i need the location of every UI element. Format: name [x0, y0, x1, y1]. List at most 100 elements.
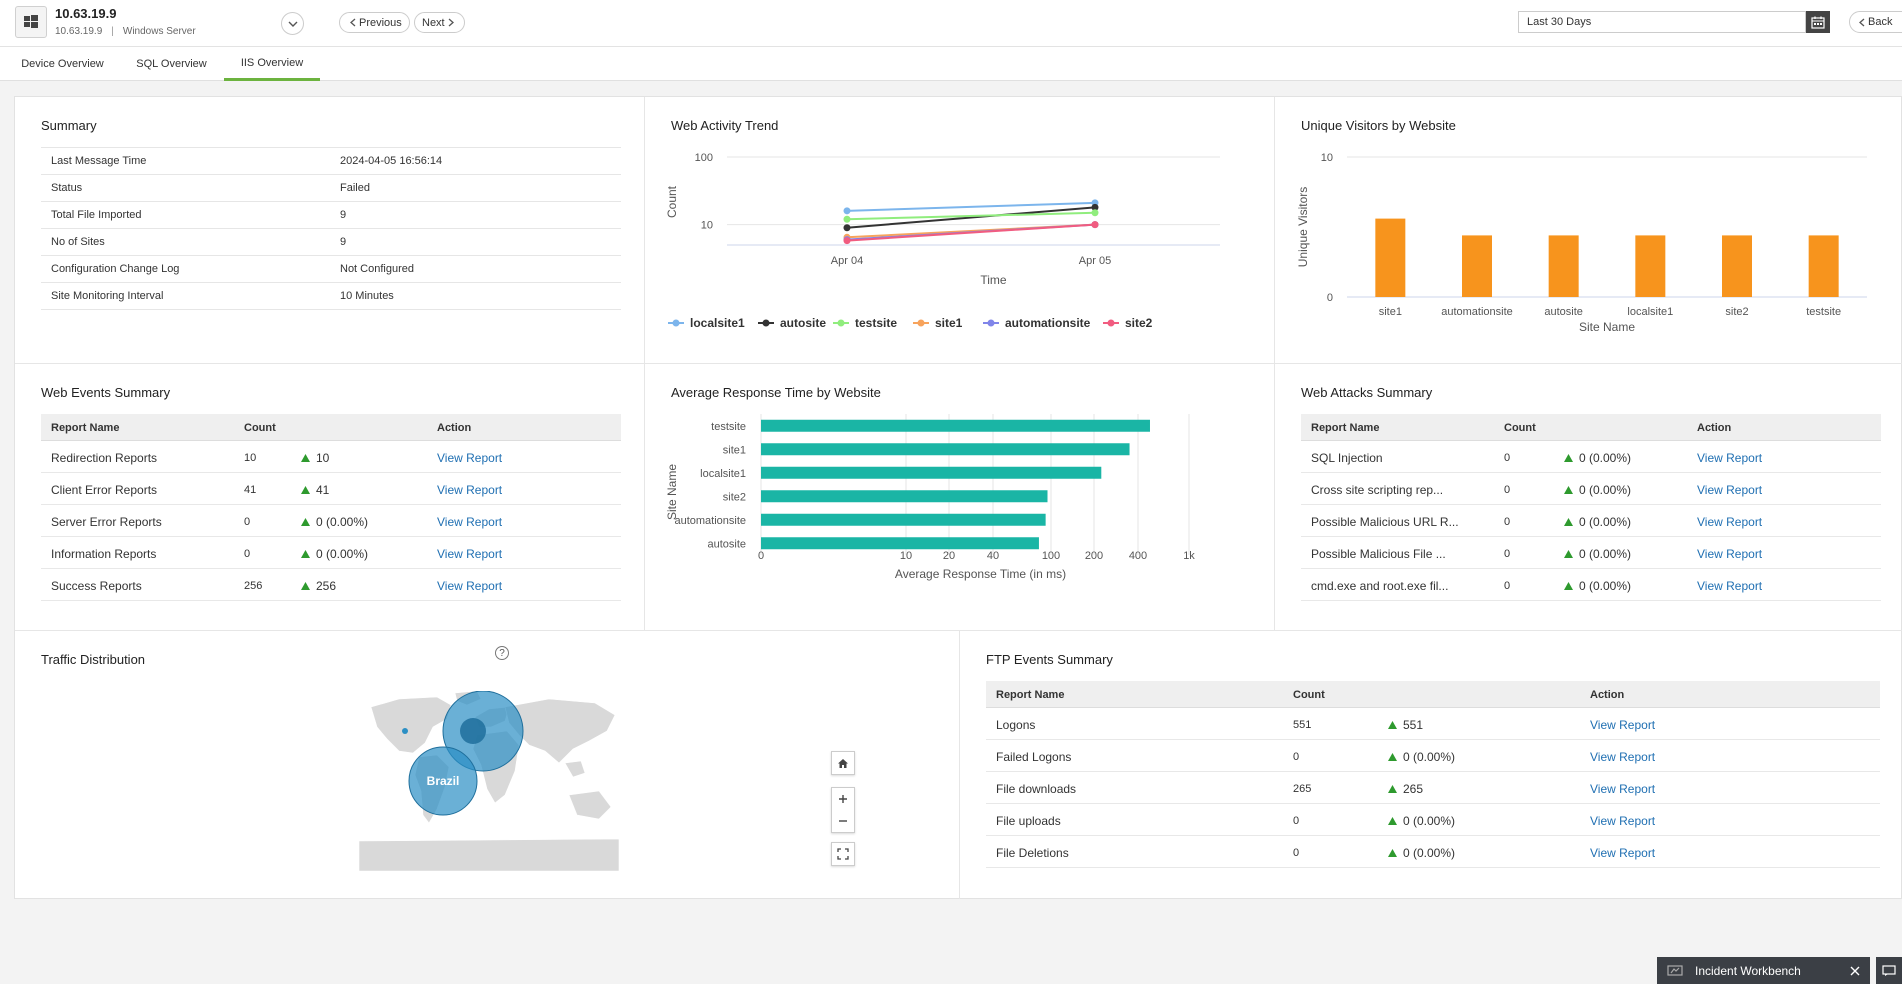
- legend-item-automationsite[interactable]: automationsite: [983, 316, 1091, 330]
- view-report-link[interactable]: View Report: [437, 579, 503, 593]
- trend-value: 0 (0.00%): [1579, 579, 1632, 593]
- bar-testsite[interactable]: [1808, 235, 1839, 297]
- data-point-autosite[interactable]: [1091, 203, 1099, 211]
- traffic-bubble-brazil[interactable]: [408, 746, 478, 816]
- legend-item-testsite[interactable]: testsite: [833, 316, 897, 330]
- report-name: Possible Malicious URL R...: [1311, 515, 1459, 529]
- trend-value: 551: [1403, 718, 1424, 732]
- avg-response-title: Average Response Time by Website: [671, 385, 881, 400]
- help-icon[interactable]: ?: [495, 646, 509, 660]
- traffic-bubble-tiny[interactable]: [402, 728, 408, 734]
- world-map[interactable]: Brazil: [359, 691, 619, 871]
- table-row: File downloads 265 265 View Report: [986, 772, 1880, 804]
- view-report-link[interactable]: View Report: [437, 451, 503, 465]
- series-line-testsite[interactable]: [846, 211, 1096, 221]
- web-activity-title: Web Activity Trend: [671, 118, 779, 133]
- view-report-link[interactable]: View Report: [1590, 814, 1656, 828]
- zoom-out-icon[interactable]: [832, 810, 854, 832]
- table-header: Report Name Count Action: [1301, 414, 1881, 441]
- zoom-in-icon[interactable]: [832, 788, 854, 810]
- data-point-site2[interactable]: [1091, 221, 1099, 229]
- map-home-control[interactable]: [831, 751, 855, 775]
- bar-site2[interactable]: [1722, 235, 1752, 297]
- tab-sql-overview[interactable]: SQL Overview: [136, 58, 207, 70]
- report-trend: 256: [301, 579, 336, 593]
- trend-value: 256: [316, 579, 337, 593]
- view-report-link[interactable]: View Report: [1590, 782, 1656, 796]
- report-name: Information Reports: [51, 547, 157, 561]
- bar-automationsite[interactable]: [1462, 235, 1492, 297]
- report-count: 10: [244, 452, 257, 464]
- report-count: 265: [1293, 783, 1312, 795]
- previous-button[interactable]: Previous: [339, 12, 410, 33]
- view-report-link[interactable]: View Report: [1590, 846, 1656, 860]
- device-os: Windows Server: [122, 26, 196, 37]
- report-count: 0: [1504, 484, 1511, 496]
- report-count: 41: [244, 484, 257, 496]
- calendar-button[interactable]: [1806, 11, 1830, 33]
- view-report-link[interactable]: View Report: [437, 515, 503, 529]
- x-tick-label: site1: [1379, 306, 1402, 318]
- legend-label: localsite1: [690, 316, 745, 330]
- y-tick-label: localsite1: [700, 468, 746, 480]
- bar-site2[interactable]: [761, 490, 1048, 503]
- summary-title: Summary: [41, 118, 97, 133]
- legend-item-site2[interactable]: site2: [1103, 316, 1153, 330]
- trend-up-icon: [301, 518, 310, 526]
- next-button[interactable]: Next: [414, 12, 465, 33]
- bar-site1[interactable]: [761, 443, 1130, 456]
- close-icon[interactable]: [1850, 966, 1860, 976]
- data-point-site2[interactable]: [843, 237, 851, 245]
- view-report-link[interactable]: View Report: [437, 547, 503, 561]
- bar-localsite1[interactable]: [761, 466, 1102, 479]
- view-report-link[interactable]: View Report: [437, 483, 503, 497]
- summary-value: 9: [340, 209, 347, 221]
- y-tick-label: 10: [701, 220, 713, 232]
- bar-localsite1[interactable]: [1635, 235, 1666, 297]
- incident-workbench-bar[interactable]: Incident Workbench: [1657, 957, 1870, 984]
- series-line-localsite1[interactable]: [846, 201, 1096, 212]
- home-icon[interactable]: [832, 752, 854, 774]
- fit-screen-icon[interactable]: [832, 843, 854, 865]
- chat-toggle-button[interactable]: [1876, 957, 1902, 984]
- back-button[interactable]: Back: [1849, 11, 1902, 33]
- legend-label: site2: [1125, 316, 1153, 330]
- trend-up-icon: [1388, 849, 1397, 857]
- view-report-link[interactable]: View Report: [1697, 579, 1763, 593]
- traffic-bubble-small[interactable]: [460, 718, 486, 744]
- series-line-site2[interactable]: [846, 223, 1096, 242]
- tab-iis-overview[interactable]: IIS Overview: [224, 47, 320, 81]
- web-activity-chart: 100 10 Apr 04 Apr 05 Time Count localsite1 auto…: [665, 152, 1220, 330]
- device-switcher-button[interactable]: [281, 12, 304, 35]
- bar-testsite[interactable]: [761, 419, 1150, 432]
- summary-row: Configuration Change Log Not Configured: [41, 256, 621, 283]
- data-point-autosite[interactable]: [843, 224, 851, 232]
- legend-item-site1[interactable]: site1: [913, 316, 963, 330]
- bar-site1[interactable]: [1375, 218, 1406, 297]
- table-row: Information Reports 0 0 (0.00%) View Report: [41, 537, 621, 569]
- view-report-link[interactable]: View Report: [1697, 451, 1763, 465]
- bar-autosite[interactable]: [1548, 235, 1579, 297]
- map-fullscreen-control[interactable]: [831, 842, 855, 866]
- view-report-link[interactable]: View Report: [1697, 547, 1763, 561]
- series-line-autosite[interactable]: [846, 206, 1096, 229]
- data-point-testsite[interactable]: [843, 215, 851, 223]
- x-tick-label: 10: [900, 550, 912, 562]
- unique-visitors-chart: 10 0 site1 automationsite autosite localsite1…: [1296, 152, 1867, 334]
- date-range-select[interactable]: Last 30 Days: [1518, 11, 1806, 33]
- legend-item-localsite1[interactable]: localsite1: [668, 316, 745, 330]
- column-header-count: Count: [1293, 689, 1325, 701]
- bar-autosite[interactable]: [761, 537, 1039, 550]
- tab-device-overview[interactable]: Device Overview: [21, 58, 104, 70]
- trend-value: 0 (0.00%): [316, 515, 369, 529]
- view-report-link[interactable]: View Report: [1697, 515, 1763, 529]
- bar-automationsite[interactable]: [761, 513, 1046, 526]
- report-trend: 0 (0.00%): [1388, 846, 1455, 860]
- view-report-link[interactable]: View Report: [1590, 750, 1656, 764]
- view-report-link[interactable]: View Report: [1697, 483, 1763, 497]
- legend-item-autosite[interactable]: autosite: [758, 316, 826, 330]
- data-point-testsite[interactable]: [1091, 209, 1099, 217]
- view-report-link[interactable]: View Report: [1590, 718, 1656, 732]
- map-zoom-control[interactable]: [831, 787, 855, 833]
- data-point-localsite1[interactable]: [843, 207, 851, 215]
